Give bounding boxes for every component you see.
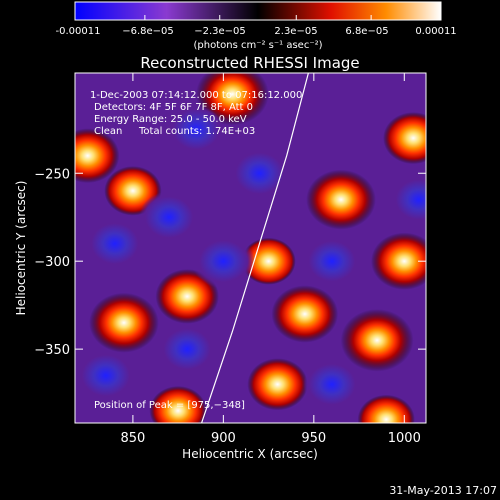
colorbar-tick-marks — [74, 15, 442, 20]
emission-source — [271, 285, 339, 343]
y-axis: −250 −300 −350 Heliocentric Y (arcsec) — [14, 167, 70, 358]
emission-source — [155, 269, 219, 324]
x-axis-label: Heliocentric X (arcsec) — [182, 447, 318, 461]
emission-source — [371, 232, 426, 290]
info-peak: Position of Peak = [975,−348] — [94, 400, 245, 411]
colorbar: -0.00011 −6.8e−05 −2.3e−05 2.3e−05 6.8e−… — [56, 1, 457, 51]
emission-source — [357, 394, 415, 423]
axis-tick-marks — [75, 73, 426, 423]
colorbar-tick-label: 2.3e−05 — [274, 26, 317, 37]
x-tick-label: 1000 — [388, 431, 421, 446]
chart-title: Reconstructed RHESSI Image — [140, 54, 359, 72]
y-axis-label: Heliocentric Y (arcsec) — [14, 181, 28, 316]
colorbar-tick-label: -0.00011 — [56, 26, 101, 37]
negative-region — [229, 147, 290, 200]
x-tick-label: 900 — [211, 431, 236, 446]
info-clean: Clean — [94, 126, 122, 137]
emission-source — [75, 128, 120, 183]
info-counts: Total counts: 1.74E+03 — [138, 126, 255, 137]
negative-region — [75, 349, 136, 402]
info-time-range: 1-Dec-2003 07:14:12.000 to 07:16:12.000 — [90, 90, 302, 101]
colorbar-tick-label: 0.00011 — [415, 26, 456, 37]
negative-region — [86, 218, 144, 269]
colorbar-tick-label: −2.3e−05 — [194, 26, 246, 37]
emission-source — [306, 169, 376, 230]
info-detectors: Detectors: 4F 5F 6F 7F 8F, Att 0 — [94, 102, 253, 113]
emission-source — [89, 292, 159, 353]
info-energy: Energy Range: 25.0 - 50.0 keV — [94, 114, 247, 125]
info-panel: 1-Dec-2003 07:14:12.000 to 07:16:12.000 … — [90, 90, 302, 411]
emission-sources — [75, 73, 426, 423]
y-tick-label: −250 — [34, 167, 70, 182]
y-tick-label: −350 — [34, 343, 70, 358]
emission-source — [241, 237, 296, 285]
colorbar-unit-label: (photons cm⁻² s⁻¹ asec⁻²) — [193, 40, 322, 51]
colorbar-gradient — [74, 1, 442, 21]
x-tick-label: 850 — [120, 431, 145, 446]
colorbar-tick-label: −6.8e−05 — [122, 26, 174, 37]
y-tick-label: −300 — [34, 255, 70, 270]
image-area — [74, 72, 427, 424]
negative-region — [304, 237, 359, 285]
negative-region — [138, 191, 200, 244]
colorbar-tick-label: 6.8e−05 — [345, 26, 388, 37]
emission-source — [383, 112, 426, 165]
negative-region — [303, 359, 361, 409]
solar-limb-curve — [201, 73, 309, 423]
x-axis: 850 900 950 1000 Heliocentric X (arcsec) — [120, 431, 420, 461]
negative-region — [393, 177, 426, 222]
emission-source — [340, 309, 414, 372]
x-tick-label: 950 — [301, 431, 326, 446]
plot-frame — [74, 72, 427, 424]
negative-region — [158, 324, 216, 374]
emission-source — [247, 358, 308, 411]
emission-source — [149, 386, 207, 423]
footer-timestamp: 31-May-2013 17:07 — [389, 484, 497, 497]
negative-region — [191, 233, 256, 289]
negative-region — [169, 105, 224, 153]
